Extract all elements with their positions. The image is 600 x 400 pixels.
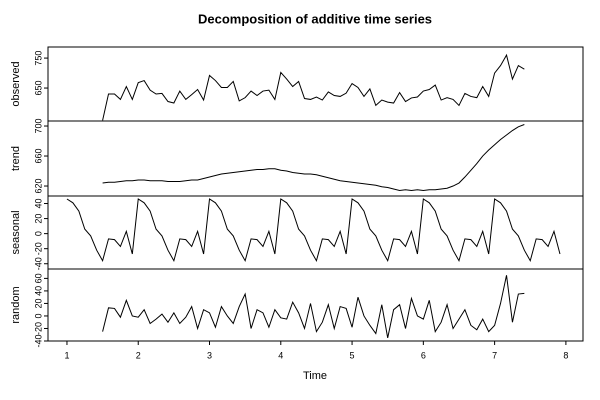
- y-tick-label: 650: [33, 81, 43, 96]
- y-tick-label: 40: [33, 286, 43, 296]
- chart-title: Decomposition of additive time series: [198, 11, 432, 26]
- panel-frame: [47, 120, 584, 197]
- x-axis-label: Time: [303, 370, 327, 382]
- y-tick-label: -40: [33, 257, 43, 270]
- x-tick-label: 8: [563, 350, 568, 360]
- x-tick-label: 2: [136, 350, 141, 360]
- series-line: [102, 275, 525, 338]
- y-tick-label: 40: [33, 199, 43, 209]
- y-tick-label: -20: [33, 242, 43, 255]
- x-tick-label: 5: [350, 350, 355, 360]
- panel-frame: [47, 268, 584, 342]
- y-axis-label: trend: [10, 146, 22, 171]
- y-axis-label: random: [10, 286, 22, 323]
- y-tick-label: -40: [33, 334, 43, 347]
- y-axis-label: seasonal: [10, 210, 22, 254]
- y-tick-label: 750: [33, 51, 43, 66]
- panel-frame: [47, 46, 584, 122]
- x-tick-label: 3: [207, 350, 212, 360]
- series-line: [102, 124, 525, 192]
- x-tick-label: 4: [278, 350, 283, 360]
- y-tick-label: 700: [33, 119, 43, 134]
- series-line: [102, 53, 525, 121]
- y-tick-label: -20: [33, 322, 43, 335]
- y-tick-label: 20: [33, 214, 43, 224]
- y-axis-label: observed: [10, 61, 22, 106]
- series-line: [66, 198, 561, 263]
- y-tick-label: 620: [33, 179, 43, 194]
- y-tick-label: 60: [33, 273, 43, 283]
- y-tick-label: 660: [33, 149, 43, 164]
- x-tick-label: 1: [64, 350, 69, 360]
- x-tick-label: 7: [492, 350, 497, 360]
- y-tick-label: 0: [33, 313, 43, 318]
- x-tick-label: 6: [421, 350, 426, 360]
- y-tick-label: 20: [33, 298, 43, 308]
- y-tick-label: 0: [33, 231, 43, 236]
